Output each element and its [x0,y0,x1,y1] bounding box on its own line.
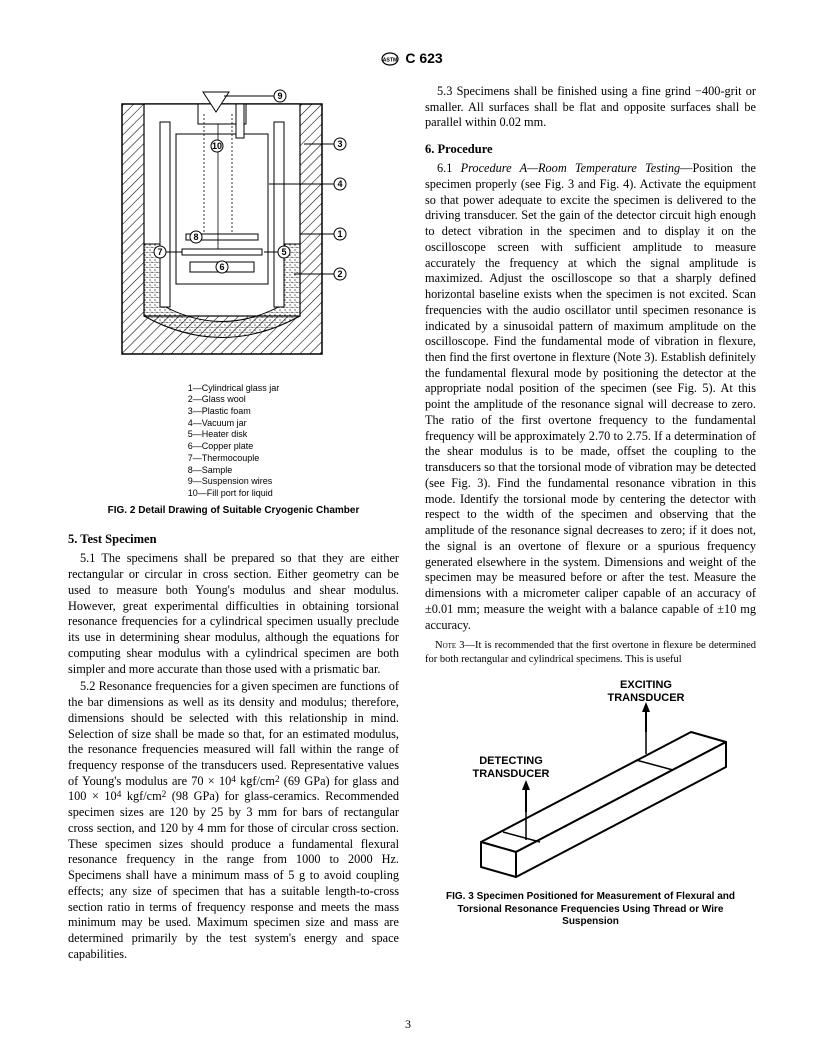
p61-ital: Procedure A—Room Temperature Testing [461,161,681,175]
svg-text:5: 5 [281,247,286,257]
page: ASTM C 623 [0,0,816,1056]
para-5-1: 5.1 The specimens shall be prepared so t… [68,551,399,677]
note-3: Note 3—It is recommended that the first … [425,639,756,666]
svg-text:1: 1 [337,229,342,239]
p61-lead: 6.1 [437,161,461,175]
fig2-cryogenic-chamber-icon: 9 3 4 1 2 10 8 7 6 5 [104,84,364,374]
svg-text:4: 4 [337,179,342,189]
para-6-1: 6.1 Procedure A—Room Temperature Testing… [425,161,756,633]
designation: C 623 [405,50,442,66]
fig2-legend: 1—Cylindrical glass jar 2—Glass wool 3—P… [188,383,280,500]
svg-text:7: 7 [157,247,162,257]
astm-logo-icon: ASTM [381,52,399,66]
fig2-legend-item: 6—Copper plate [188,441,280,453]
fig3-caption: FIG. 3 Specimen Positioned for Measureme… [425,891,756,929]
right-column: 5.3 Specimens shall be finished using a … [425,84,756,965]
p61-rest: —Position the specimen properly (see Fig… [425,161,756,631]
p52-b: kgf/cm [236,774,275,788]
svg-text:9: 9 [277,91,282,101]
fig2-legend-item: 5—Heater disk [188,429,280,441]
page-header: ASTM C 623 [68,50,756,66]
fig2-legend-item: 4—Vacuum jar [188,418,280,430]
section-5-heading: 5. Test Specimen [68,531,399,547]
svg-text:8: 8 [193,232,198,242]
p52-a: 5.2 Resonance frequencies for a given sp… [68,679,399,787]
fig2-legend-item: 10—Fill port for liquid [188,488,280,500]
fig2-legend-item: 7—Thermocouple [188,453,280,465]
fig2-legend-item: 2—Glass wool [188,394,280,406]
p52-e: (98 GPa) for glass-ceramics. Recommended… [68,789,399,960]
fig2-legend-item: 1—Cylindrical glass jar [188,383,280,395]
note3-lead: Note 3— [435,640,475,651]
svg-text:2: 2 [337,269,342,279]
para-5-3: 5.3 Specimens shall be finished using a … [425,84,756,131]
svg-text:DETECTING: DETECTING [479,755,543,767]
fig3-specimen-icon: EXCITING TRANSDUCER DETECTING TRANSDUCER [441,672,741,882]
two-column-layout: 9 3 4 1 2 10 8 7 6 5 1—Cylindrical glas [68,84,756,965]
fig2-legend-item: 9—Suspension wires [188,476,280,488]
para-5-2: 5.2 Resonance frequencies for a given sp… [68,679,399,962]
svg-text:TRANSDUCER: TRANSDUCER [472,768,549,780]
fig3-container: EXCITING TRANSDUCER DETECTING TRANSDUCER [425,672,756,929]
svg-text:ASTM: ASTM [383,58,398,64]
svg-text:EXCITING: EXCITING [620,679,672,691]
left-column: 9 3 4 1 2 10 8 7 6 5 1—Cylindrical glas [68,84,399,965]
fig2-container: 9 3 4 1 2 10 8 7 6 5 1—Cylindrical glas [68,84,399,517]
svg-text:3: 3 [337,139,342,149]
page-number: 3 [0,1017,816,1032]
fig2-caption: FIG. 2 Detail Drawing of Suitable Cryoge… [68,505,399,518]
fig2-legend-item: 8—Sample [188,465,280,477]
fig2-legend-item: 3—Plastic foam [188,406,280,418]
note3-body: It is recommended that the first overton… [425,640,756,664]
p52-d: kgf/cm [121,789,161,803]
svg-text:10: 10 [211,141,221,151]
section-6-heading: 6. Procedure [425,141,756,157]
svg-text:6: 6 [219,262,224,272]
